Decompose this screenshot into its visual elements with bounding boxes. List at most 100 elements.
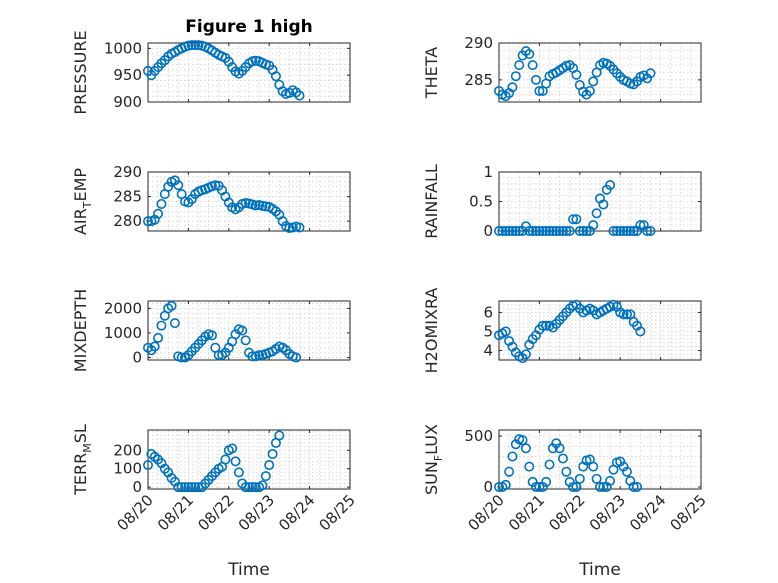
data-point — [176, 352, 187, 363]
x-tick-label: 08/22 — [194, 491, 237, 534]
data-point — [156, 198, 167, 209]
data-point — [254, 350, 265, 361]
data-point — [173, 482, 184, 493]
y-tick-label: 6 — [483, 303, 493, 321]
data-point — [605, 475, 616, 486]
y-axis-label: AIRTEMP — [71, 168, 94, 235]
data-point — [598, 481, 609, 492]
data-point — [294, 222, 305, 233]
data-point — [190, 40, 201, 51]
data-point — [233, 467, 244, 478]
y-tick-label: 1000 — [104, 39, 142, 57]
subplot-mixdepth: 0 1000 2000 MIXDEPTH — [71, 289, 351, 372]
data-point — [615, 226, 626, 237]
x-tick-label: 08/24 — [275, 491, 318, 534]
data-point — [628, 226, 639, 237]
y-tick-label: 280 — [113, 212, 142, 230]
data-point — [608, 226, 619, 237]
data-point — [230, 456, 241, 467]
data-point — [645, 68, 656, 79]
data-point — [547, 226, 558, 237]
data-point — [557, 226, 568, 237]
data-point — [166, 300, 177, 311]
data-point — [557, 453, 568, 464]
data-point — [632, 481, 643, 492]
data-point — [635, 220, 646, 231]
data-point — [500, 326, 511, 337]
data-point — [510, 71, 521, 82]
data-point — [527, 226, 538, 237]
data-point — [257, 200, 268, 211]
data-point — [568, 481, 579, 492]
data-point — [257, 480, 268, 491]
data-point — [507, 451, 518, 462]
x-axis-label: Time — [227, 560, 270, 580]
data-point — [621, 226, 632, 237]
data-point — [210, 180, 221, 191]
data-point — [267, 448, 278, 459]
data-point — [284, 223, 295, 234]
y-axis-label: RAINFALL — [422, 164, 441, 239]
data-point — [264, 460, 275, 471]
y-axis-label: PRESSURE — [71, 30, 90, 114]
y-tick-label: 5 — [483, 322, 493, 340]
y-tick-label: 0 — [483, 222, 493, 240]
data-point — [588, 220, 599, 231]
data-point — [605, 179, 616, 190]
data-point — [169, 318, 180, 329]
x-tick-label: 08/22 — [545, 491, 588, 534]
y-tick-label: 0 — [483, 478, 493, 496]
x-axis-label: Time — [578, 560, 621, 580]
data-point — [240, 197, 251, 208]
data-point — [524, 226, 535, 237]
data-point — [274, 430, 285, 441]
data-point — [493, 226, 504, 237]
data-point — [500, 479, 511, 490]
data-point — [514, 226, 525, 237]
data-point — [578, 226, 589, 237]
data-point — [291, 352, 302, 363]
data-point — [618, 309, 629, 320]
x-tick-label: 08/20 — [465, 491, 508, 534]
data-point — [520, 349, 531, 360]
y-tick-label: 950 — [113, 66, 142, 84]
data-point — [190, 482, 201, 493]
y-tick-label: 285 — [113, 188, 142, 206]
data-point — [247, 482, 258, 493]
data-point — [621, 466, 632, 477]
data-point — [247, 351, 258, 362]
data-point — [507, 82, 518, 93]
data-point — [642, 226, 653, 237]
data-point — [544, 459, 555, 470]
data-point — [571, 214, 582, 225]
y-tick-label: 200 — [113, 441, 142, 459]
data-point — [574, 226, 585, 237]
y-axis-label: TERRMSL — [71, 424, 94, 496]
data-point — [206, 330, 217, 341]
data-point — [581, 226, 592, 237]
data-point — [294, 90, 305, 101]
data-point — [561, 226, 572, 237]
data-point — [527, 60, 538, 71]
data-point — [514, 60, 525, 71]
data-point — [618, 226, 629, 237]
data-point — [153, 332, 164, 343]
data-point — [645, 226, 656, 237]
subplot-theta: 285 290 THETA — [422, 34, 702, 103]
data-point — [186, 482, 197, 493]
data-point — [621, 309, 632, 320]
data-point — [571, 481, 582, 492]
y-tick-label: 1000 — [104, 324, 142, 342]
data-point — [213, 350, 224, 361]
y-axis-label: H2OMIXRA — [422, 288, 441, 374]
data-point — [568, 214, 579, 225]
subplot-h2omixra: 456 H2OMIXRA — [422, 288, 702, 374]
y-tick-label: 290 — [113, 163, 142, 181]
data-point — [173, 180, 184, 191]
x-tick-label: 08/23 — [586, 491, 629, 534]
data-point — [183, 482, 194, 493]
data-point — [591, 208, 602, 219]
axes-frame — [498, 42, 702, 103]
